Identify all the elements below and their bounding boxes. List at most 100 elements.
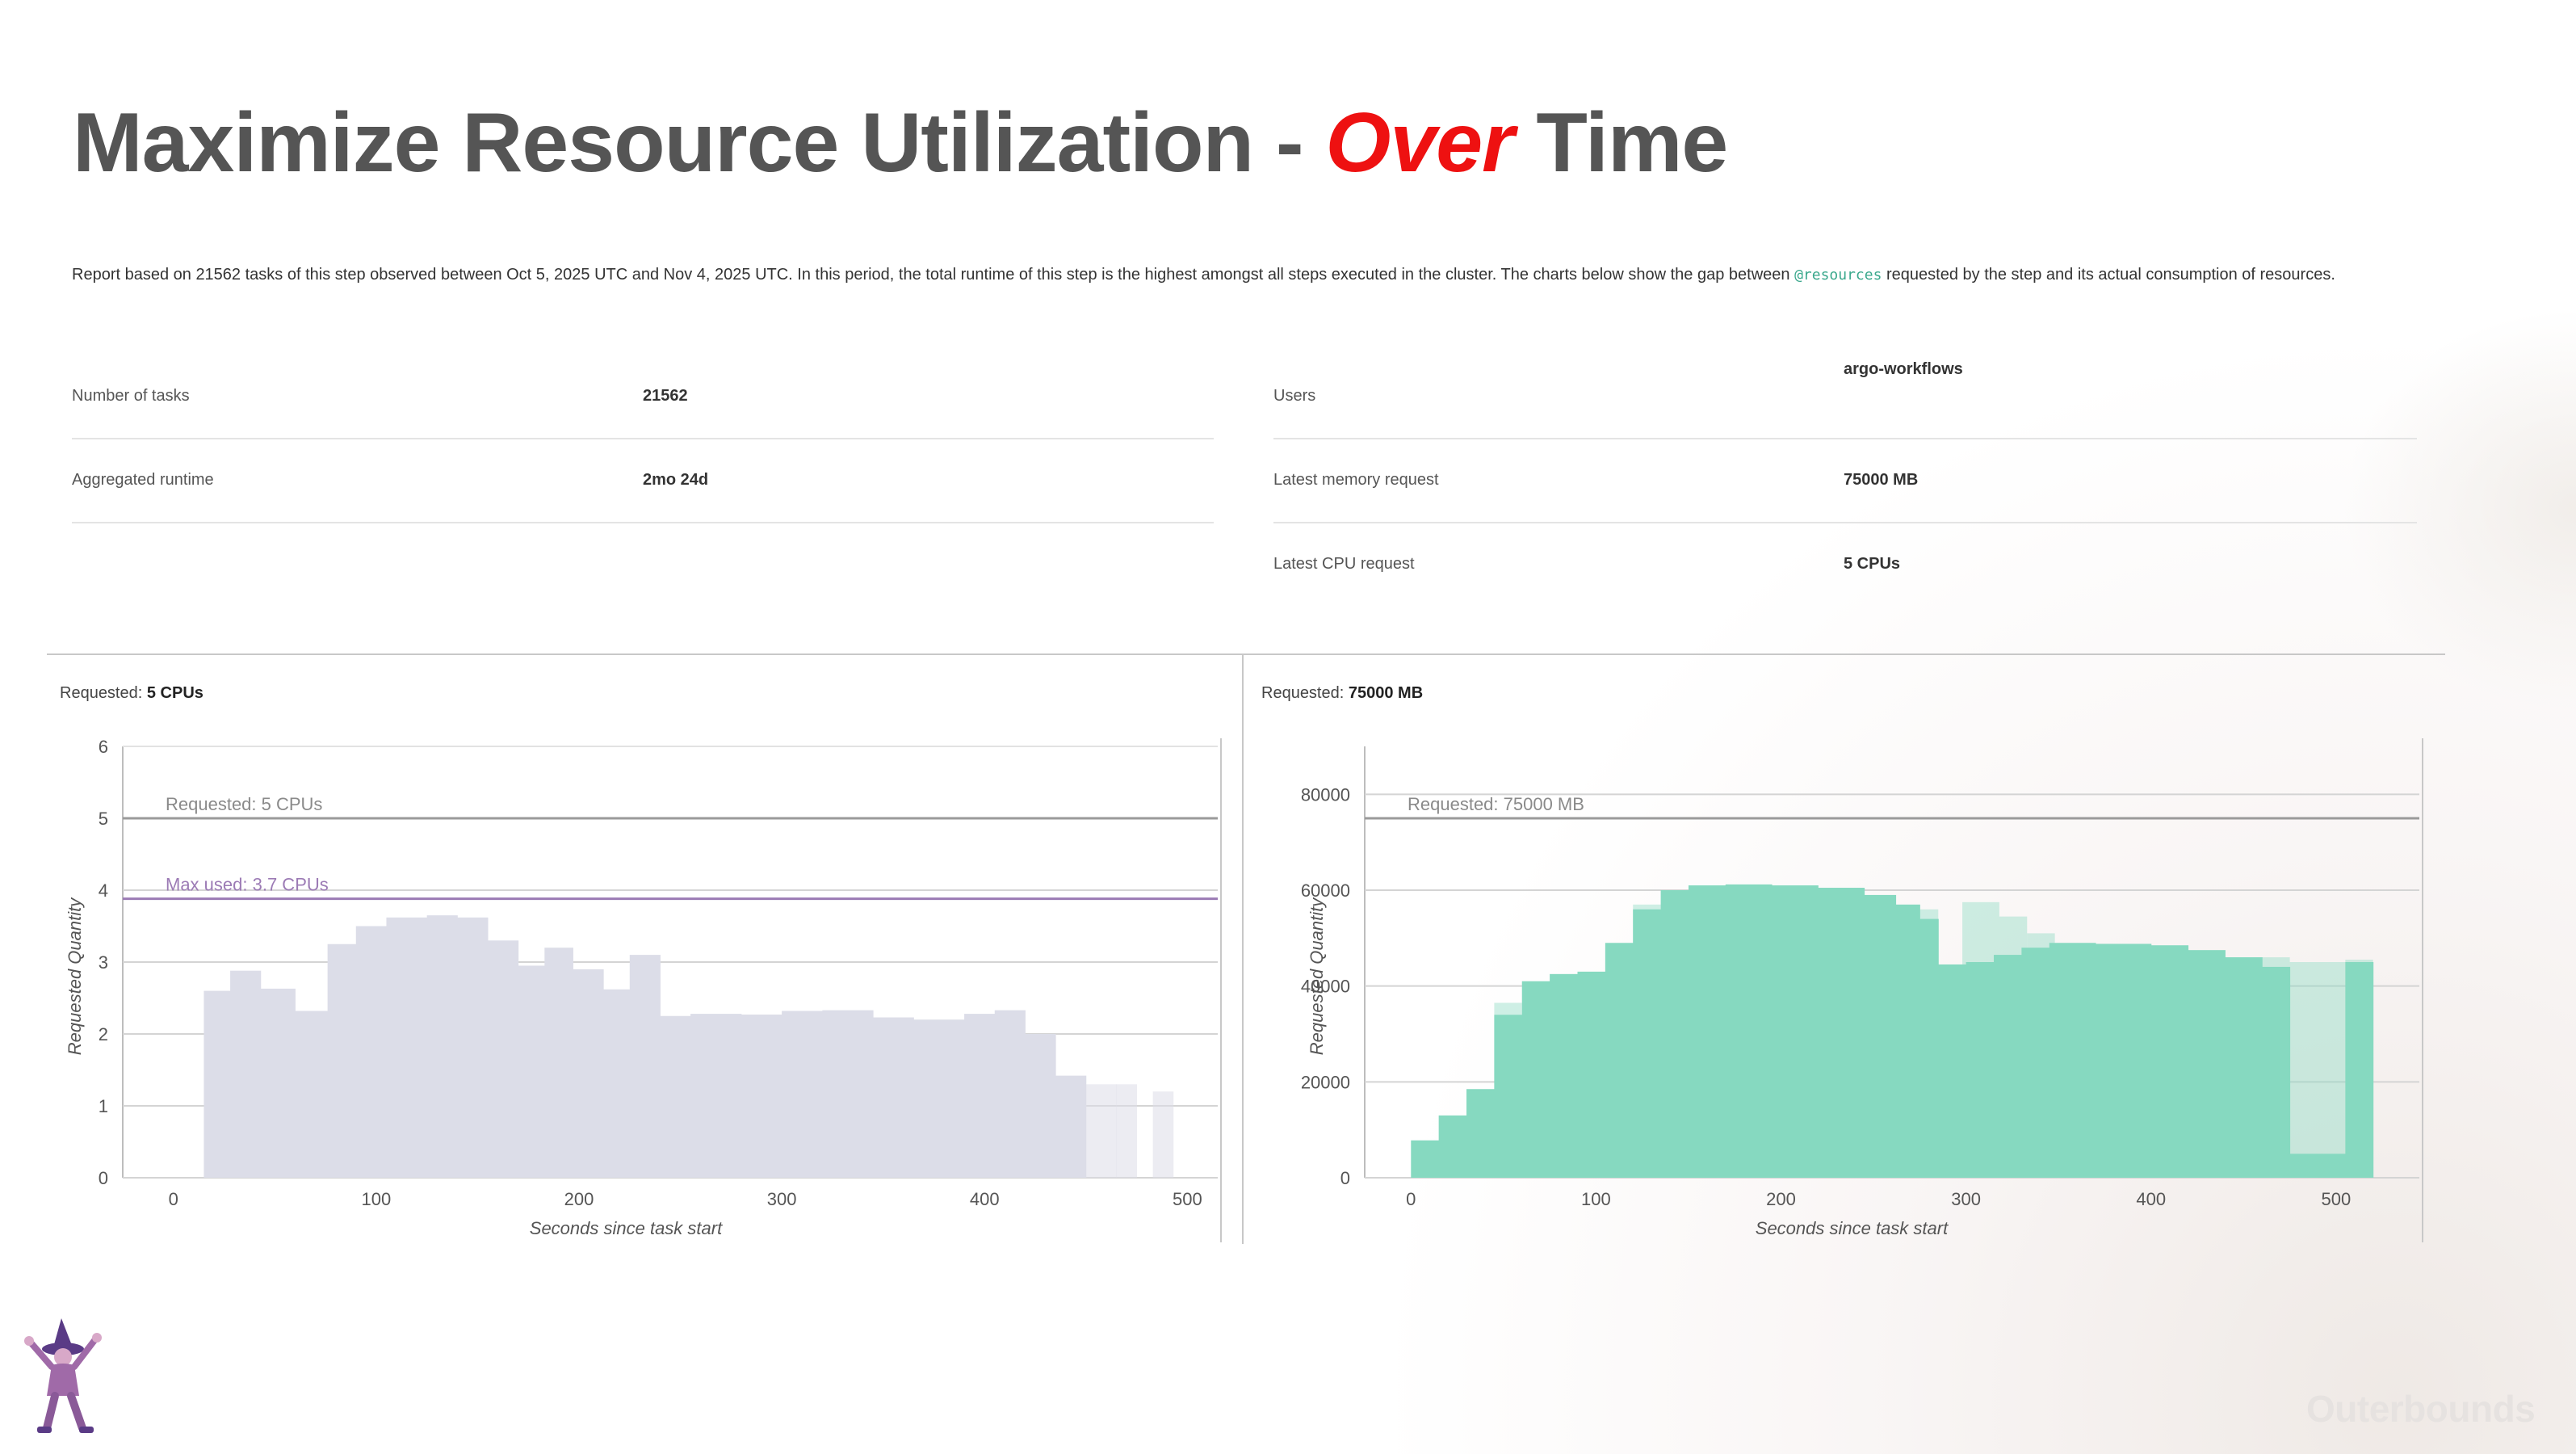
x-tick-label: 100 [1581,1189,1611,1209]
usage-bar [964,1014,996,1178]
cpu-requested-value: 5 CPUs [146,684,203,702]
x-axis-label: Seconds since task start [1756,1218,1949,1238]
charts-divider [1242,654,1244,1244]
usage-bar [2188,950,2226,1178]
y-tick-label: 80000 [1301,784,1350,805]
y-tick-label: 0 [99,1168,108,1188]
cpu-requested-prefix: Requested: [60,684,147,702]
stat-value-cpu: 5 CPUs [1844,555,1901,573]
x-tick-label: 300 [767,1189,797,1209]
usage-bar [2150,945,2189,1178]
stat-value-memory: 75000 MB [1844,471,1919,489]
usage-bar [1966,962,1995,1178]
requested-line-label: Requested: 5 CPUs [166,794,322,814]
usage-bar [1025,1034,1056,1178]
stat-label-memory: Latest memory request [1273,471,1439,489]
mem-requested-value: 75000 MB [1348,684,1424,702]
stat-label-users: Users [1273,387,1316,405]
divider [72,438,1214,439]
y-axis-label: Requested Quantity [65,897,85,1055]
memory-chart: 0 20000 40000 60000 80000 Requested: 75000 MB… [1301,738,2423,1242]
y-tick-label: 6 [99,737,108,757]
outerbounds-logo-text: Outerbounds [2306,1388,2536,1430]
x-tick-label: 300 [1951,1189,1981,1209]
usage-bar [2096,943,2152,1178]
x-axis-label: Seconds since task start [530,1218,723,1238]
y-tick-label: 5 [99,809,108,829]
cpu-requested-label: Requested: 5 CPUs [60,684,203,703]
resources-code: @resources [1794,267,1882,284]
stat-label-runtime: Aggregated runtime [72,471,214,489]
y-tick-label: 20000 [1301,1072,1350,1092]
usage-bar [1772,885,1819,1178]
x-tick-label: 200 [1766,1189,1796,1209]
usage-bar [782,1011,823,1178]
usage-bar [1895,904,1920,1178]
stat-label-cpu: Latest CPU request [1273,555,1415,573]
title-part2: Time [1513,96,1728,190]
usage-bar [1577,971,1606,1178]
max-used-label: Max used: 3.7 CPUs [166,875,329,895]
usage-bar [1818,888,1865,1178]
usage-bar [1660,890,1689,1178]
usage-bar [873,1017,914,1178]
usage-bar [327,943,357,1178]
usage-bar [690,1014,742,1178]
slide-title: Maximize Resource Utilization - Over Tim… [73,95,1728,191]
usage-bar [518,965,545,1178]
report-description: Report based on 21562 tasks of this step… [72,260,2414,290]
usage-bar [1725,884,1773,1178]
usage-bar [2262,966,2291,1178]
wizard-mascot-icon [24,1318,102,1433]
usage-bar [1994,955,2022,1178]
faded-usage-bar [2289,962,2346,1178]
usage-bar [1550,973,1578,1178]
stat-value-users: argo-workflows [1844,360,1963,378]
description-text: Report based on 21562 tasks of this step… [72,266,1795,284]
divider [1273,438,2417,439]
usage-bar [1116,1084,1138,1178]
description-text-end: requested by the step and its actual con… [1882,266,2335,284]
usage-bar [544,948,573,1178]
usage-bar [295,1011,329,1178]
y-tick-label: 60000 [1301,880,1350,901]
usage-bar [355,926,387,1178]
usage-bar [629,955,661,1178]
title-accent: Over [1325,96,1514,190]
y-tick-label: 1 [99,1096,108,1116]
stat-label-tasks: Number of tasks [72,387,190,405]
y-axis-label: Requested Quantity [1307,897,1327,1055]
stat-value-runtime: 2mo 24d [643,471,709,489]
usage-bar [488,940,519,1178]
usage-bar [1938,964,1967,1178]
usage-bar [1494,1015,1523,1178]
divider [1273,522,2417,523]
x-tick-label: 100 [362,1189,392,1209]
x-tick-label: 400 [2136,1189,2166,1209]
usage-bar [2021,948,2050,1178]
usage-bar [2345,962,2374,1178]
x-tick-label: 400 [970,1189,1000,1209]
title-part1: Maximize Resource Utilization - [73,96,1326,190]
usage-bar [1688,885,1726,1178]
divider [72,522,1214,523]
usage-bar [1633,909,1662,1178]
y-tick-label: 3 [99,952,108,973]
usage-bar [573,969,604,1178]
usage-bar [603,989,631,1178]
usage-bar [822,1010,874,1178]
usage-bar [260,988,296,1178]
charts-top-border [47,653,2445,655]
usage-bar [426,915,458,1178]
usage-bar [1466,1089,1495,1178]
usage-bar [740,1014,782,1178]
y-tick-label: 0 [1340,1168,1350,1188]
usage-bar [1085,1084,1117,1178]
x-tick-label: 200 [564,1189,594,1209]
usage-bar [1919,918,1939,1178]
usage-bar [386,917,428,1178]
x-tick-label: 0 [169,1189,178,1209]
usage-bar [230,970,262,1178]
usage-bar [1605,943,1634,1178]
usage-bar [913,1019,965,1178]
